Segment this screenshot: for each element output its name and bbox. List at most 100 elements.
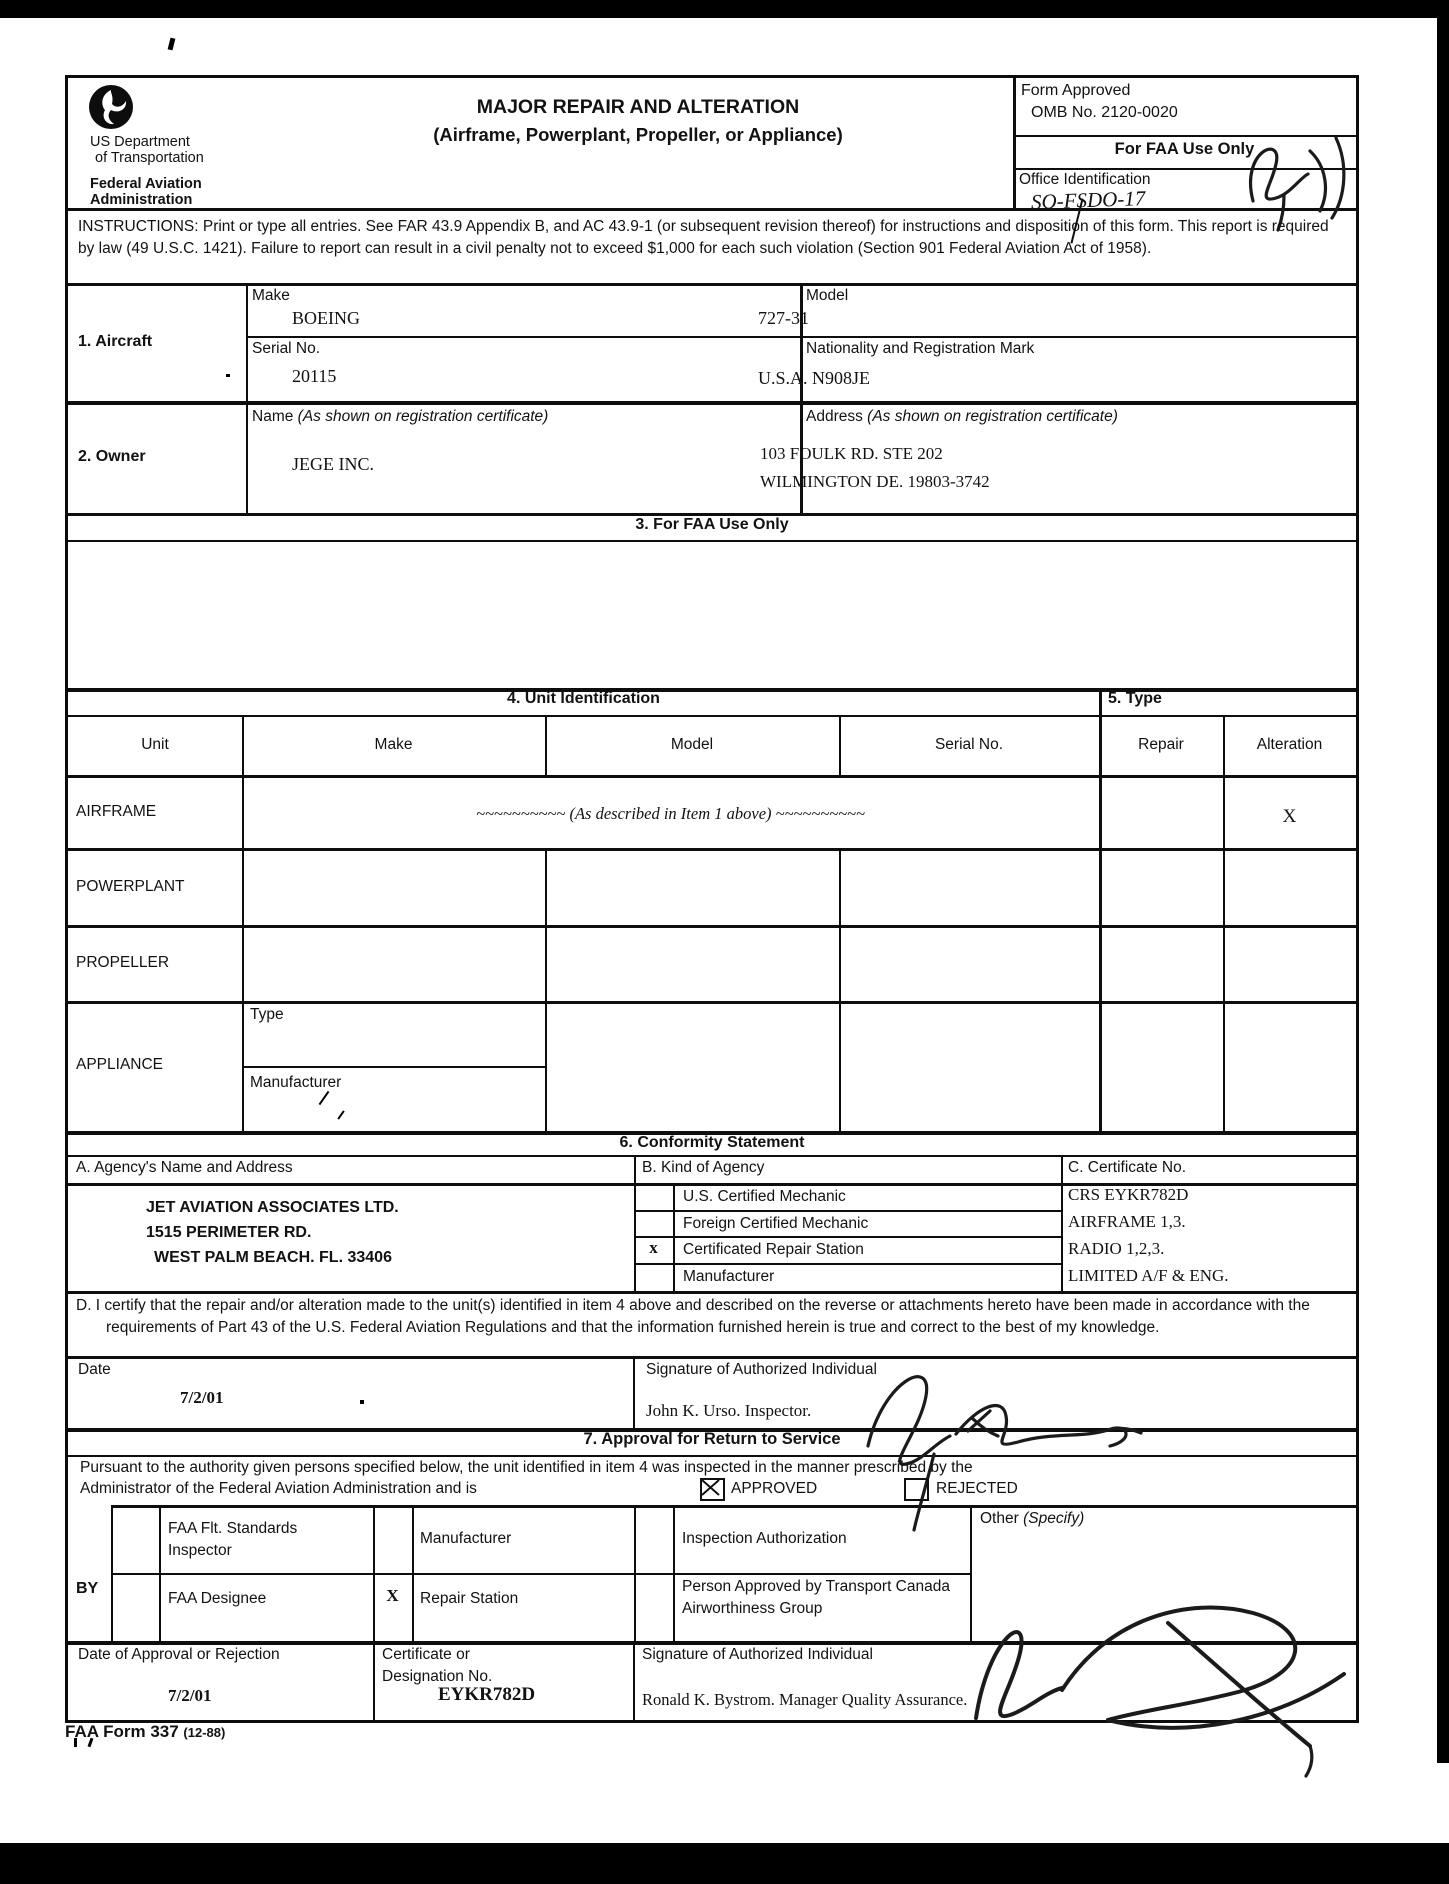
kind-of-agency-label: B. Kind of Agency [642,1159,765,1176]
kind-us-certified-mechanic: U.S. Certified Mechanic [683,1188,846,1205]
model-label: Model [806,287,849,304]
cell-repair-station: Repair Station [420,1590,519,1607]
rule [1013,168,1356,170]
section3-title: 3. For FAA Use Only [635,516,789,533]
scan-edge-right [1437,18,1449,1763]
kind-foreign-certified-mechanic: Foreign Certified Mechanic [683,1215,869,1232]
rule [634,1505,636,1641]
owner-address-label: Address (As shown on registration certif… [806,408,1118,426]
signature-label: Signature of Authorized Individual [646,1361,877,1378]
owner-address-note: (As shown on registration certificate) [867,408,1118,425]
form-subtitle: (Airframe, Powerplant, Propeller, or App… [433,124,843,145]
rule [242,715,244,1131]
approved-label: APPROVED [731,1480,818,1497]
speck [360,1400,364,1404]
signer-typed-name: John K. Urso. Inspector. [646,1401,812,1420]
rule [68,540,1356,542]
rule [412,1505,414,1641]
rule [1013,78,1016,208]
pursuant-line2: Administrator of the Federal Aviation Ad… [80,1480,477,1497]
office-identification-handwritten: SO-FSDO-17 [1030,186,1146,214]
office-id-initials-signature [1249,136,1346,232]
dept-line2: of Transportation [95,150,204,166]
owner-address-line2: WILMINGTON DE. 19803-3742 [760,472,990,491]
airframe-span-text: ~~~~~~~~~~ (As described in Item 1 above… [476,804,865,823]
rule [1061,1155,1063,1291]
serial-value: 20115 [292,366,337,386]
rule [68,775,1356,778]
cell-faa-designee: FAA Designee [168,1590,267,1607]
owner-address-label-text: Address [806,408,868,425]
cert-line4: LIMITED A/F & ENG. [1068,1266,1229,1285]
row-propeller-label: PROPELLER [76,954,170,971]
appliance-type-label: Type [250,1006,284,1023]
rule [68,848,1356,851]
form-id-text: FAA Form 337 [65,1722,179,1741]
rule [68,1428,1356,1432]
owner-name-value: JEGE INC. [292,454,374,474]
dept-line1: US Department [90,134,190,150]
serial-label: Serial No. [252,340,321,357]
rule [970,1505,972,1641]
registration-label: Nationality and Registration Mark [806,340,1035,357]
rule [68,1131,1356,1135]
other-label-text: Other [980,1510,1024,1527]
section5-title: 5. Type [1108,690,1162,707]
certificate-no-label: C. Certificate No. [1068,1159,1187,1176]
rule [68,1641,1356,1645]
rule [68,401,1356,405]
cell-faa-flt-standards-inspector: FAA Flt. Standards Inspector [168,1520,298,1559]
agency-line2: 1515 PERIMETER RD. [146,1224,312,1241]
omb-number: OMB No. 2120-0020 [1031,104,1178,121]
faa-use-only-label: For FAA Use Only [1114,140,1255,158]
section1-label: 1. Aircraft [78,333,153,350]
agency-name-address-label: A. Agency's Name and Address [76,1159,293,1176]
rule [68,1183,1356,1186]
cell-other-specify: Other (Specify) [980,1510,1084,1528]
rule [673,1505,675,1641]
approval-signature-label: Signature of Authorized Individual [642,1646,873,1663]
appliance-manufacturer-label: Manufacturer [250,1074,342,1091]
rule [68,688,1356,692]
office-identification-label: Office Identification [1019,171,1151,188]
rule [545,715,547,775]
cell-transport-canada: Person Approved by Transport Canada Airw… [682,1578,950,1617]
rule [68,208,1356,211]
faa-line2: Administration [90,192,193,208]
rule [68,925,1356,928]
speck [226,374,230,377]
speck [74,1738,77,1747]
faa-line1: Federal Aviation [90,176,202,192]
pen-speck [318,1090,330,1106]
agency-line1: JET AVIATION ASSOCIATES LTD. [146,1199,399,1216]
rule [633,1641,635,1720]
rule [111,1573,970,1575]
make-value: BOEING [292,308,360,328]
rule [68,1356,1356,1359]
rule [634,1263,1061,1265]
cell-manufacturer: Manufacturer [420,1530,512,1547]
date-label: Date [78,1361,111,1378]
rule [111,1505,113,1641]
date-approval-value: 7/2/01 [168,1686,212,1705]
scan-edge-top [0,0,1449,18]
rule [673,1183,675,1291]
rule [633,1356,635,1428]
certificate-designation-value: EYKR782D [438,1684,536,1705]
bystrom-signature [974,1605,1346,1778]
rule [1099,688,1102,1131]
owner-name-label: Name (As shown on registration certifica… [252,408,548,426]
rule [242,1066,545,1068]
cert-line3: RADIO 1,2,3. [1068,1239,1165,1258]
pen-speck [337,1110,345,1120]
kind-manufacturer: Manufacturer [683,1268,775,1285]
rule [1223,715,1225,1131]
repair-station-mark: X [386,1586,399,1605]
form-edition-text: (12-88) [183,1725,226,1740]
approval-signer-typed-name: Ronald K. Bystrom. Manager Quality Assur… [642,1690,968,1709]
rule [68,1455,1356,1457]
section7-title: 7. Approval for Return to Service [583,1430,841,1448]
owner-address-line1: 103 FOULK RD. STE 202 [760,444,943,463]
rule [111,1505,1356,1508]
registration-value: U.S.A. N908JE [758,368,871,388]
